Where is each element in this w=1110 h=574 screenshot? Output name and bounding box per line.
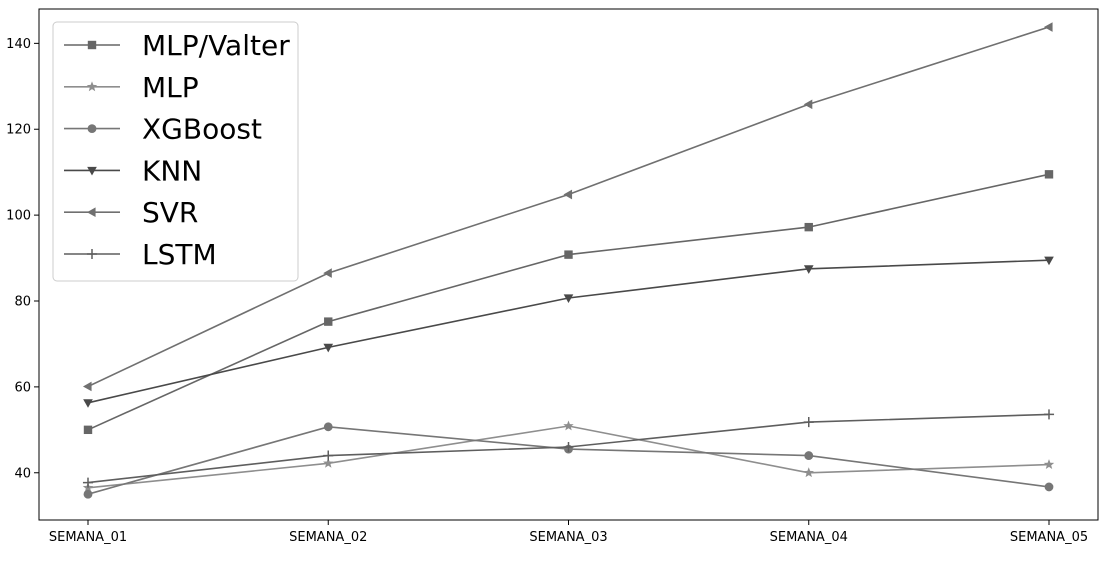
x-tick-label: SEMANA_03 (529, 530, 607, 545)
data-point-svr (803, 99, 813, 110)
data-point-lstm (803, 417, 814, 428)
data-point-xgboost (323, 422, 333, 432)
legend-marker (87, 124, 97, 134)
legend-marker (86, 81, 98, 92)
data-point-lstm (563, 441, 574, 453)
data-point-xgboost (83, 489, 93, 499)
x-axis: SEMANA_01 SEMANA_02 SEMANA_03 SEMANA_04 SEMA… (49, 520, 1088, 545)
series-lstm (82, 409, 1055, 488)
legend-item-svr: SVR (64, 196, 198, 229)
legend-marker (86, 248, 98, 260)
legend-label: LSTM (142, 238, 217, 271)
x-tick-label: SEMANA_04 (770, 530, 848, 545)
data-point-knn (563, 294, 574, 304)
data-point-mlp (323, 457, 334, 468)
data-point-knn (803, 265, 814, 274)
series-svr (82, 22, 1053, 392)
data-point-mlp (563, 420, 574, 431)
legend-item-lstm: LSTM (64, 238, 217, 271)
legend-label: XGBoost (142, 113, 262, 146)
data-point-svr (323, 268, 332, 278)
legend-item-knn: KNN (64, 154, 202, 187)
legend-item-mlp: MLP (64, 71, 199, 104)
series-mlp-valter (83, 170, 1054, 435)
legend-item-mlp-valter: MLP/Valter (64, 29, 290, 62)
series-knn (83, 256, 1054, 408)
x-tick-label: SEMANA_01 (49, 530, 127, 545)
y-tick-label: 100 (6, 209, 31, 224)
y-tick-label: 140 (6, 37, 31, 52)
y-tick-label: 40 (14, 466, 31, 481)
data-point-lstm (82, 477, 94, 488)
y-tick-label: 120 (6, 123, 31, 138)
legend-label: SVR (142, 196, 198, 229)
legend-marker (86, 207, 96, 218)
data-point-mlp-valter (804, 222, 813, 232)
legend-label: MLP (142, 71, 199, 104)
y-tick-label: 80 (14, 295, 31, 310)
legend-marker (87, 40, 97, 50)
data-point-xgboost (804, 451, 814, 460)
data-point-mlp-valter (324, 317, 333, 326)
legend: MLP/Valter MLP XGBoost KNN SVR LSTM (52, 21, 299, 282)
y-axis: 40 60 80 100 120 140 (6, 37, 39, 481)
data-point-knn (1044, 256, 1054, 266)
data-point-svr (82, 381, 92, 392)
legend-item-xgboost: XGBoost (64, 113, 262, 146)
data-point-mlp-valter (83, 425, 93, 435)
data-point-svr (1043, 22, 1053, 32)
series-layer (82, 22, 1055, 499)
x-tick-label: SEMANA_02 (289, 530, 367, 545)
legend-label: KNN (142, 154, 202, 187)
data-point-mlp-valter (564, 250, 573, 259)
x-tick-label: SEMANA_05 (1010, 530, 1088, 545)
data-point-lstm (1043, 409, 1055, 420)
data-point-xgboost (1044, 482, 1054, 492)
data-point-knn (83, 399, 93, 408)
y-tick-label: 60 (14, 380, 31, 395)
legend-marker (87, 166, 97, 176)
data-point-mlp (803, 467, 814, 478)
data-point-svr (563, 189, 573, 200)
legend-label: MLP/Valter (142, 29, 290, 62)
data-point-mlp (1043, 459, 1055, 470)
data-point-mlp-valter (1044, 170, 1054, 179)
data-point-lstm (323, 450, 334, 461)
data-point-knn (323, 343, 334, 353)
